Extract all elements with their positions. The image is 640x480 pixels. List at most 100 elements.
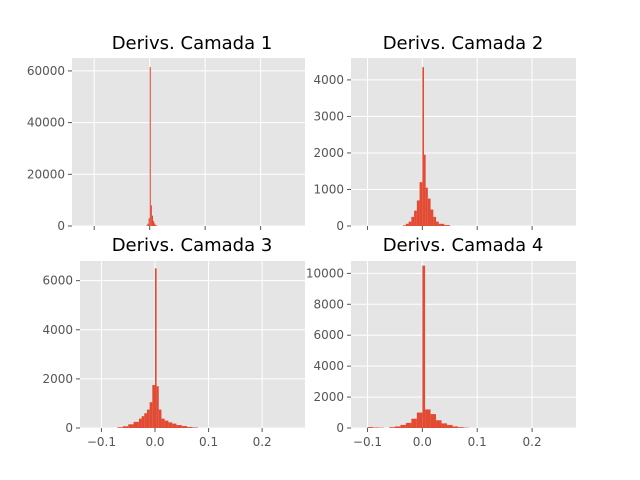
y-tick-label: 3000 xyxy=(313,109,344,123)
histogram-bar xyxy=(164,420,169,428)
x-ticks: −0.1 0.0 0.1 0.2 xyxy=(87,428,272,449)
y-ticks: 0 2000 4000 6000 xyxy=(42,274,80,435)
x-ticks: −0.1 0.0 0.1 0.2 xyxy=(353,428,542,449)
x-tick-label: 0.2 xyxy=(523,435,542,449)
histogram-bar xyxy=(117,427,123,428)
histogram-bar xyxy=(405,223,409,226)
histogram-bar xyxy=(158,409,162,428)
y-tick-label: 60000 xyxy=(27,64,65,78)
histogram-bar xyxy=(155,268,157,428)
histogram-bar xyxy=(416,200,420,226)
histogram-bar xyxy=(444,225,450,226)
histogram-bar xyxy=(155,224,157,226)
histogram-bar xyxy=(149,402,153,428)
y-tick-label: 2000 xyxy=(42,372,73,386)
x-ticks xyxy=(366,226,533,230)
histogram-bar xyxy=(122,426,129,428)
histogram-bars xyxy=(146,67,158,227)
y-tick-label: 0 xyxy=(336,219,344,233)
histogram-bar xyxy=(408,221,412,226)
histogram-bar xyxy=(438,223,445,226)
histogram-bar xyxy=(452,426,459,428)
histogram-bar xyxy=(367,427,373,428)
subplot-derivs-camada-4: −0.1 0.0 0.1 0.2 0 2000 4000 6000 8000 10000 Der… xyxy=(306,235,576,449)
histogram-bar xyxy=(161,418,165,428)
histogram-bar xyxy=(411,216,415,226)
histogram-bar xyxy=(147,223,149,226)
y-tick-label: 0 xyxy=(57,219,65,233)
histogram-bar xyxy=(436,221,439,226)
histogram-bar xyxy=(430,209,434,226)
x-tick-label: 0.2 xyxy=(253,435,272,449)
y-tick-label: 2000 xyxy=(313,390,344,404)
histogram-bar xyxy=(447,424,453,428)
subplot-title: Derivs. Camada 3 xyxy=(112,235,273,256)
y-tick-label: 6000 xyxy=(42,274,73,288)
y-tick-label: 0 xyxy=(336,421,344,435)
y-tick-label: 2000 xyxy=(313,146,344,160)
y-ticks: 0 2000 4000 6000 8000 10000 xyxy=(306,266,351,435)
subplot-derivs-camada-2: 0 1000 2000 3000 4000 Derivs. Camada 2 xyxy=(313,33,576,233)
y-tick-label: 40000 xyxy=(27,116,65,130)
x-tick-label: −0.1 xyxy=(87,435,116,449)
axes-background xyxy=(351,58,576,226)
y-tick-label: 1000 xyxy=(313,182,344,196)
subplot-title: Derivs. Camada 1 xyxy=(112,33,273,54)
histogram-bar xyxy=(403,225,406,226)
histogram-bar xyxy=(151,215,153,226)
histogram-bar xyxy=(400,424,406,428)
histogram-bar xyxy=(146,409,150,428)
histogram-bar xyxy=(146,225,148,226)
histogram-bar xyxy=(152,220,155,226)
y-tick-label: 20000 xyxy=(27,167,65,181)
histogram-bar xyxy=(441,423,448,428)
histogram-bar xyxy=(156,386,159,428)
y-tick-label: 0 xyxy=(65,421,73,435)
histogram-bar xyxy=(458,427,464,428)
histogram-bar xyxy=(141,416,145,428)
x-ticks xyxy=(93,226,262,230)
histogram-bar xyxy=(416,412,423,428)
histogram-bar xyxy=(181,426,188,428)
y-ticks: 0 1000 2000 3000 4000 xyxy=(313,73,351,233)
histogram-bar xyxy=(425,409,431,428)
histogram-bar xyxy=(425,187,428,226)
histogram-bar xyxy=(389,427,395,428)
y-tick-label: 8000 xyxy=(313,297,344,311)
histogram-bar xyxy=(149,67,151,227)
histogram-bar xyxy=(187,427,193,428)
histogram-bar xyxy=(128,424,134,428)
y-tick-label: 4000 xyxy=(313,359,344,373)
histogram-bar xyxy=(148,218,150,226)
y-tick-label: 10000 xyxy=(306,266,344,280)
histogram-bar xyxy=(168,422,173,428)
histogram-bar xyxy=(405,422,412,428)
histogram-bar xyxy=(423,154,426,226)
y-tick-label: 4000 xyxy=(313,73,344,87)
subplot-title: Derivs. Camada 4 xyxy=(383,235,544,256)
histogram-bar xyxy=(419,182,423,226)
subplot-title: Derivs. Camada 2 xyxy=(383,33,544,54)
histogram-bar xyxy=(152,385,155,428)
subplot-derivs-camada-1: 0 20000 40000 60000 Derivs. Camada 1 xyxy=(27,33,305,233)
histogram-bar xyxy=(414,210,417,226)
histogram-bars xyxy=(403,67,450,226)
histogram-bar xyxy=(422,67,424,226)
histogram-bar xyxy=(427,198,431,226)
gridlines xyxy=(351,261,576,429)
axes-background xyxy=(72,58,305,226)
histogram-bar xyxy=(172,423,177,428)
histogram-bar xyxy=(436,420,442,428)
histogram-bar xyxy=(133,421,139,428)
histogram-bar xyxy=(176,425,182,428)
histogram-bar xyxy=(154,223,156,226)
histogram-bar xyxy=(394,426,401,428)
y-tick-label: 4000 xyxy=(42,323,73,337)
histogram-bar xyxy=(144,413,147,428)
axes-background xyxy=(80,261,305,428)
x-tick-label: −0.1 xyxy=(353,435,382,449)
y-ticks: 0 20000 40000 60000 xyxy=(27,64,72,233)
histogram-bar xyxy=(422,265,426,428)
x-tick-label: 0.0 xyxy=(145,435,164,449)
